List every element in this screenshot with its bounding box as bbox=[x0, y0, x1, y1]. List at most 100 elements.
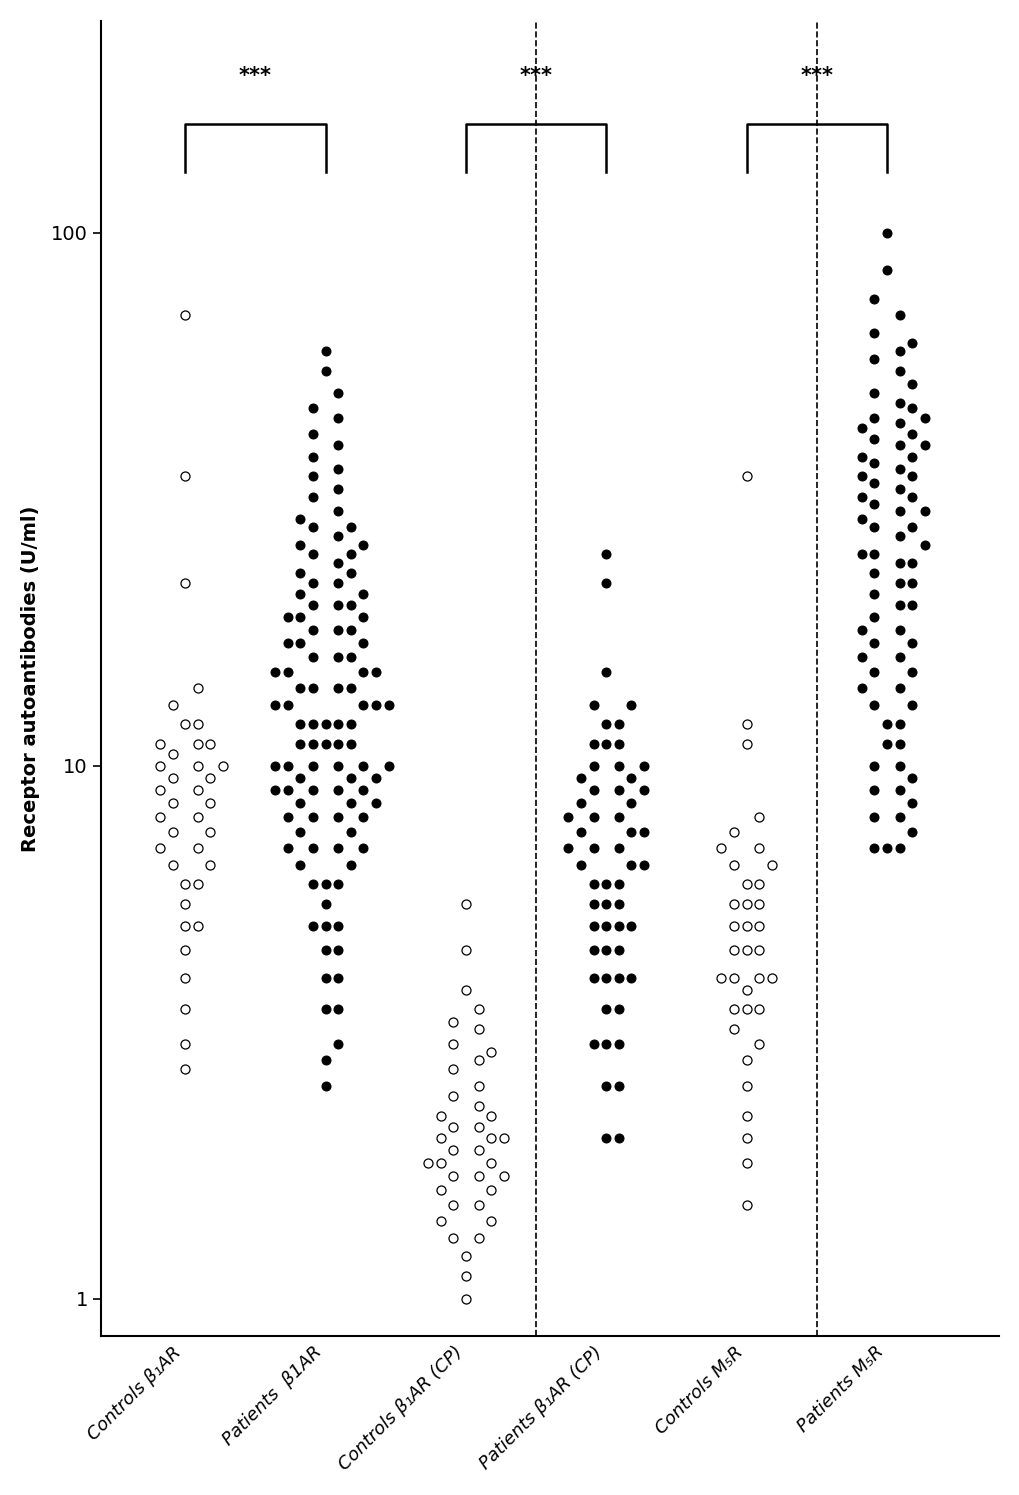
Point bbox=[330, 405, 346, 429]
Point bbox=[305, 731, 321, 755]
Point bbox=[738, 463, 754, 487]
Point bbox=[865, 605, 881, 629]
Point bbox=[305, 676, 321, 700]
Point bbox=[190, 913, 206, 937]
Point bbox=[495, 1163, 512, 1187]
Point bbox=[891, 552, 907, 576]
Point bbox=[738, 1151, 754, 1175]
Point bbox=[903, 332, 919, 356]
Point bbox=[291, 605, 308, 629]
Point bbox=[750, 872, 766, 896]
Point bbox=[317, 913, 333, 937]
Point bbox=[368, 694, 384, 718]
Point bbox=[317, 1048, 333, 1072]
Point bbox=[177, 1033, 194, 1057]
Point bbox=[291, 507, 308, 531]
Point bbox=[177, 872, 194, 896]
Point bbox=[916, 434, 932, 457]
Point bbox=[355, 659, 371, 683]
Point bbox=[177, 303, 194, 327]
Point bbox=[342, 765, 359, 789]
Point bbox=[891, 712, 907, 736]
Point bbox=[865, 381, 881, 405]
Point bbox=[585, 694, 601, 718]
Point bbox=[726, 966, 742, 990]
Point bbox=[152, 731, 168, 755]
Point bbox=[330, 594, 346, 617]
Point bbox=[432, 1151, 448, 1175]
Point bbox=[291, 631, 308, 655]
Point bbox=[458, 893, 474, 916]
Point bbox=[355, 836, 371, 860]
Point bbox=[865, 694, 881, 718]
Point bbox=[750, 836, 766, 860]
Point bbox=[470, 1075, 486, 1099]
Point bbox=[470, 1018, 486, 1042]
Point bbox=[610, 893, 627, 916]
Point bbox=[444, 1033, 461, 1057]
Point bbox=[355, 631, 371, 655]
Point bbox=[444, 1226, 461, 1250]
Point bbox=[342, 676, 359, 700]
Point bbox=[483, 1041, 499, 1064]
Point bbox=[444, 1057, 461, 1081]
Point bbox=[585, 806, 601, 830]
Point bbox=[177, 913, 194, 937]
Point bbox=[458, 1287, 474, 1311]
Point bbox=[597, 659, 613, 683]
Point bbox=[342, 516, 359, 540]
Point bbox=[903, 594, 919, 617]
Point bbox=[330, 552, 346, 576]
Point bbox=[355, 582, 371, 605]
Point bbox=[458, 939, 474, 963]
Text: ***: *** bbox=[800, 66, 833, 85]
Point bbox=[291, 712, 308, 736]
Point bbox=[891, 390, 907, 414]
Point bbox=[738, 712, 754, 736]
Point bbox=[891, 457, 907, 481]
Point bbox=[317, 1075, 333, 1099]
Point bbox=[305, 463, 321, 487]
Point bbox=[610, 966, 627, 990]
Point bbox=[305, 777, 321, 801]
Point bbox=[853, 463, 869, 487]
Point bbox=[267, 694, 283, 718]
Point bbox=[330, 836, 346, 860]
Point bbox=[610, 712, 627, 736]
Point bbox=[891, 477, 907, 501]
Point bbox=[610, 997, 627, 1021]
Point bbox=[738, 997, 754, 1021]
Point bbox=[865, 492, 881, 516]
Point bbox=[190, 806, 206, 830]
Point bbox=[317, 359, 333, 383]
Point bbox=[726, 893, 742, 916]
Point bbox=[865, 541, 881, 565]
Point bbox=[190, 731, 206, 755]
Point bbox=[903, 694, 919, 718]
Point bbox=[190, 836, 206, 860]
Point bbox=[342, 561, 359, 585]
Point bbox=[610, 913, 627, 937]
Point bbox=[597, 1075, 613, 1099]
Point bbox=[330, 913, 346, 937]
Point bbox=[585, 893, 601, 916]
Point bbox=[891, 806, 907, 830]
Point bbox=[853, 416, 869, 440]
Point bbox=[597, 913, 613, 937]
Point bbox=[470, 997, 486, 1021]
Point bbox=[420, 1151, 436, 1175]
Point bbox=[891, 731, 907, 755]
Point bbox=[305, 571, 321, 595]
Point bbox=[305, 446, 321, 469]
Point bbox=[330, 806, 346, 830]
Point bbox=[585, 1033, 601, 1057]
Point bbox=[432, 1105, 448, 1129]
Point bbox=[750, 939, 766, 963]
Point bbox=[279, 836, 296, 860]
Point bbox=[635, 777, 651, 801]
Point bbox=[559, 806, 576, 830]
Point bbox=[623, 765, 639, 789]
Point bbox=[750, 1033, 766, 1057]
Point bbox=[190, 777, 206, 801]
Point bbox=[597, 1126, 613, 1150]
